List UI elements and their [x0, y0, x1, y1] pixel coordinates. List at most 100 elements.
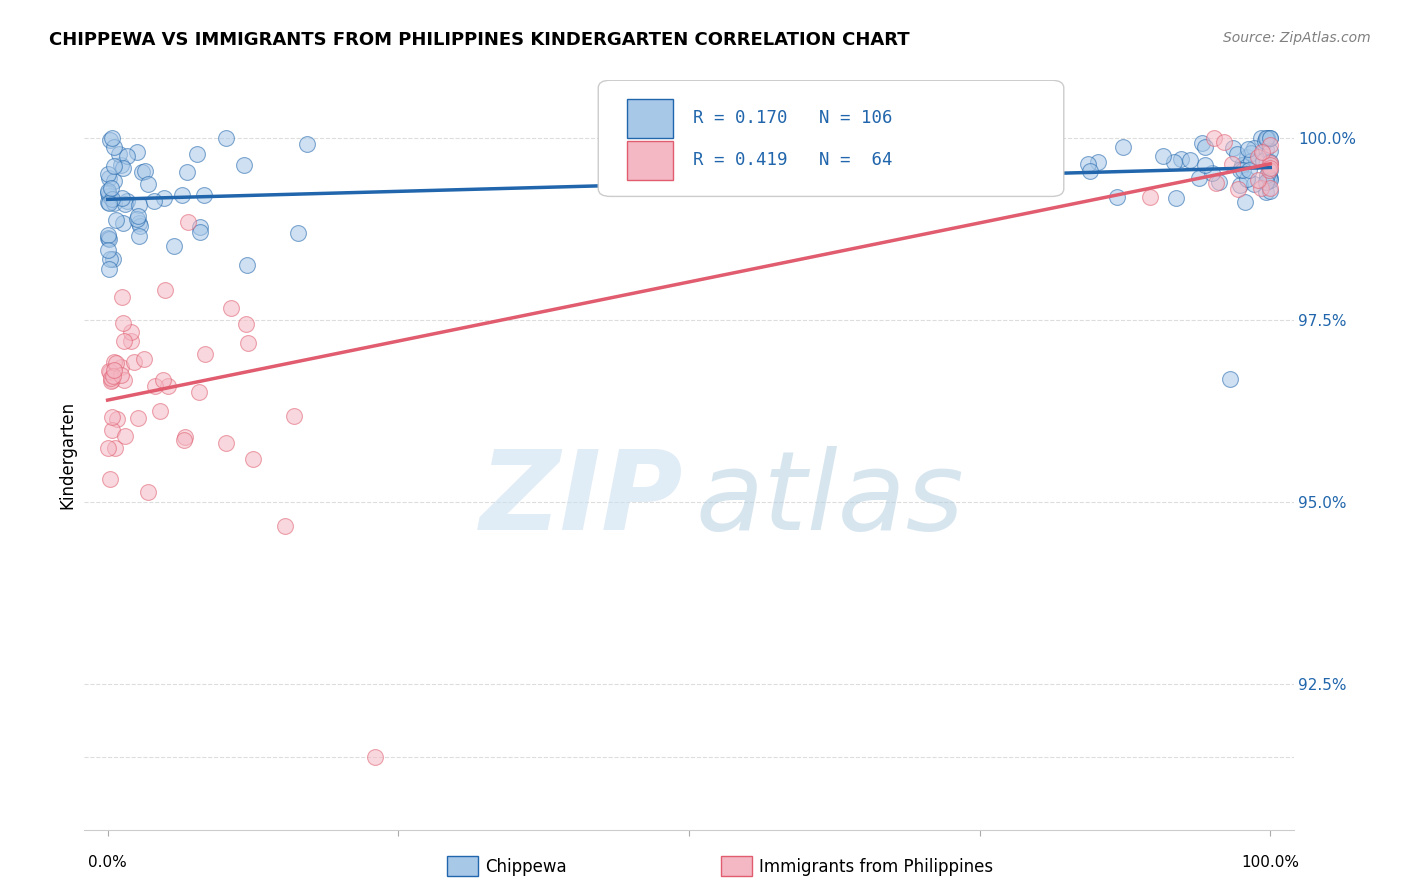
Point — [1258, 170, 1281, 185]
Point — [235, 318, 257, 332]
Point — [97, 184, 120, 198]
Point — [186, 147, 208, 161]
Point — [98, 364, 121, 378]
Text: Immigrants from Philippines: Immigrants from Philippines — [759, 858, 994, 876]
Point — [111, 191, 134, 205]
Point — [1194, 139, 1216, 153]
Point — [97, 188, 120, 202]
Point — [105, 355, 128, 369]
Point — [1257, 162, 1279, 177]
Point — [188, 385, 211, 400]
Text: 100.0%: 100.0% — [1241, 855, 1299, 870]
Point — [1258, 181, 1281, 195]
Point — [120, 334, 142, 349]
Point — [1226, 146, 1249, 161]
Point — [114, 196, 136, 211]
Point — [1256, 131, 1278, 145]
Point — [1239, 163, 1261, 178]
Point — [1236, 150, 1258, 164]
Point — [149, 403, 172, 417]
Point — [1213, 136, 1236, 150]
Point — [97, 228, 120, 243]
Point — [128, 198, 150, 212]
Point — [1258, 161, 1281, 176]
Point — [1191, 136, 1213, 150]
Point — [100, 374, 122, 388]
Point — [176, 215, 198, 229]
Point — [163, 239, 186, 253]
Point — [1258, 172, 1281, 186]
Point — [1258, 184, 1281, 198]
Point — [97, 186, 120, 200]
Point — [98, 365, 121, 379]
Point — [1246, 173, 1268, 187]
Point — [1201, 166, 1223, 180]
Point — [98, 232, 121, 246]
Point — [1163, 155, 1185, 169]
Point — [1258, 144, 1281, 158]
Point — [128, 216, 150, 230]
Point — [110, 368, 132, 383]
Point — [98, 252, 121, 266]
Point — [129, 219, 152, 233]
Point — [1247, 150, 1270, 164]
Point — [1250, 131, 1272, 145]
Point — [136, 177, 159, 191]
Point — [956, 131, 979, 145]
Point — [134, 164, 156, 178]
Point — [97, 262, 120, 277]
Point — [1232, 163, 1254, 178]
Point — [1243, 177, 1265, 191]
Point — [128, 229, 150, 244]
Point — [101, 424, 124, 438]
Point — [156, 379, 179, 393]
Point — [1253, 134, 1275, 148]
Point — [127, 209, 149, 223]
Point — [1077, 157, 1099, 171]
Point — [103, 174, 125, 188]
Point — [238, 336, 260, 351]
Text: Source: ZipAtlas.com: Source: ZipAtlas.com — [1223, 31, 1371, 45]
Point — [188, 225, 211, 239]
Point — [103, 159, 125, 173]
Point — [1152, 149, 1174, 163]
Text: 0.0%: 0.0% — [89, 855, 127, 870]
Point — [105, 412, 128, 426]
Point — [1240, 153, 1263, 168]
Point — [283, 409, 305, 424]
Point — [131, 165, 153, 179]
Point — [1250, 145, 1272, 160]
Point — [98, 133, 121, 147]
Point — [125, 145, 148, 159]
Point — [1237, 142, 1260, 156]
Point — [97, 442, 120, 456]
Text: ZIP: ZIP — [479, 446, 683, 553]
Point — [176, 165, 198, 179]
Point — [1105, 190, 1128, 204]
Point — [1254, 186, 1277, 200]
Point — [1258, 162, 1281, 177]
Text: R = 0.170   N = 106: R = 0.170 N = 106 — [693, 110, 891, 128]
Point — [1226, 182, 1249, 196]
Point — [1258, 155, 1281, 169]
Point — [120, 325, 142, 339]
Point — [127, 410, 149, 425]
Point — [219, 301, 242, 316]
Point — [114, 428, 136, 442]
Point — [1258, 131, 1281, 145]
Point — [101, 373, 124, 387]
Point — [1254, 131, 1277, 145]
Y-axis label: Kindergarten: Kindergarten — [58, 401, 76, 509]
Point — [1112, 140, 1135, 154]
Point — [98, 472, 121, 486]
Point — [1208, 175, 1230, 189]
Point — [112, 373, 135, 387]
Point — [97, 195, 120, 210]
Point — [104, 213, 127, 227]
Point — [111, 216, 134, 230]
Point — [193, 187, 215, 202]
Point — [1220, 156, 1243, 170]
Point — [1188, 171, 1211, 186]
Point — [103, 355, 125, 369]
Point — [1258, 131, 1281, 145]
